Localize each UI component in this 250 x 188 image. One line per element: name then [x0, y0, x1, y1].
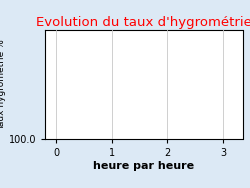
Y-axis label: Taux hygrométrie %: Taux hygrométrie % — [0, 39, 6, 130]
X-axis label: heure par heure: heure par heure — [93, 161, 194, 171]
Title: Evolution du taux d'hygrométrie: Evolution du taux d'hygrométrie — [36, 16, 250, 29]
